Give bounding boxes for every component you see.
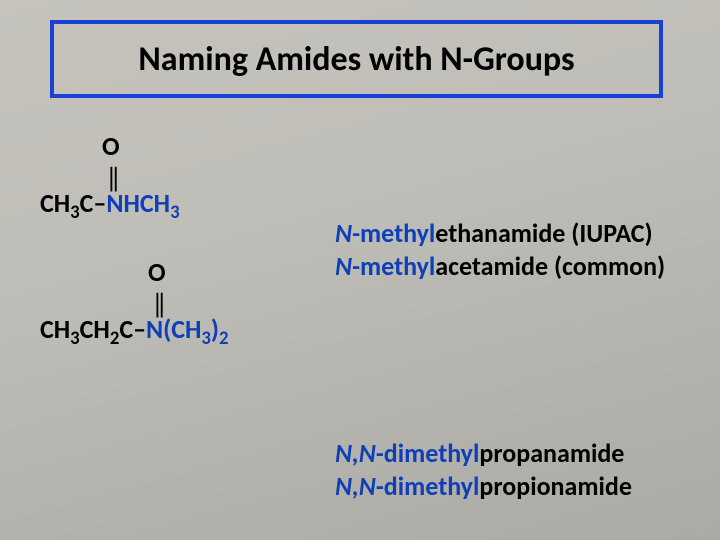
formula-2-chain: CH3CH2C–N(CH3)2	[40, 315, 690, 350]
formula-1: O ‖ CH3C–NHCH3	[40, 132, 690, 224]
names-2: N,N-dimethylpropanamide N,N-dimethylprop…	[335, 437, 632, 502]
name-2-iupac: N,N-dimethylpropanamide	[335, 437, 632, 470]
formula-1-oxygen: O	[40, 132, 690, 161]
title-box: Naming Amides with N-Groups	[50, 20, 663, 98]
name-2-common: N,N-dimethylpropionamide	[335, 470, 632, 503]
formula-2-bond: ‖	[40, 287, 690, 316]
names-1: N-methylethanamide (IUPAC) N-methylaceta…	[335, 217, 665, 282]
name-1-iupac: N-methylethanamide (IUPAC)	[335, 217, 665, 250]
slide-title: Naming Amides with N-Groups	[138, 39, 574, 80]
name-1-common: N-methylacetamide (common)	[335, 250, 665, 283]
formula-1-bond: ‖	[40, 161, 690, 190]
slide-content: O ‖ CH3C–NHCH3 N-methylethanamide (IUPAC…	[40, 132, 690, 358]
